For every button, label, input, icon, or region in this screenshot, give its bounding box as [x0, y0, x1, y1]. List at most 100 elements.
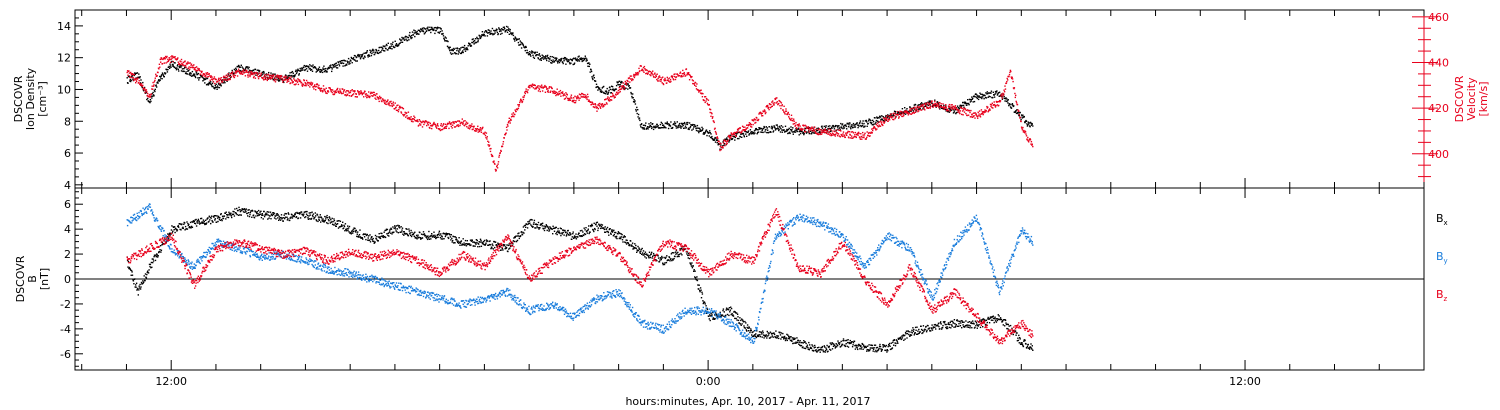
velocity-point	[443, 126, 446, 128]
velocity-point	[623, 88, 625, 91]
density-point	[917, 104, 920, 106]
bx-point	[241, 210, 243, 212]
density-point	[130, 79, 132, 81]
density-point	[579, 57, 581, 60]
velocity-point	[169, 61, 172, 64]
bx-point	[365, 238, 367, 241]
bx-point	[468, 243, 471, 245]
bx-point	[471, 239, 473, 242]
density-point	[774, 127, 776, 129]
density-point	[996, 90, 998, 92]
velocity-point	[573, 99, 575, 102]
density-point	[875, 121, 877, 124]
velocity-point	[902, 115, 904, 118]
velocity-point	[388, 104, 390, 106]
velocity-point	[685, 68, 688, 70]
bx-point	[246, 212, 248, 215]
bx-point	[373, 240, 375, 242]
velocity-point	[959, 112, 961, 115]
velocity-point	[156, 75, 158, 77]
velocity-point	[136, 78, 139, 80]
bx-point	[247, 209, 249, 211]
density-point	[545, 55, 547, 57]
density-point	[354, 59, 356, 61]
density-point	[713, 138, 716, 140]
density-point	[538, 53, 541, 55]
velocity-point	[651, 73, 653, 75]
density-point	[179, 65, 182, 67]
bx-point	[296, 212, 299, 214]
bx-point	[190, 227, 192, 229]
velocity-point	[622, 85, 624, 87]
velocity-point	[205, 74, 207, 76]
density-point	[305, 66, 307, 68]
velocity-point	[834, 135, 836, 137]
velocity-point	[435, 125, 437, 127]
density-point	[459, 49, 461, 51]
velocity-point	[594, 103, 596, 105]
density-point	[289, 72, 291, 74]
bx-point	[323, 221, 326, 223]
bx-point	[130, 269, 133, 272]
density-point	[408, 39, 410, 41]
bx-point	[289, 219, 291, 222]
velocity-point	[532, 84, 534, 86]
density-point	[498, 27, 500, 29]
density-point	[366, 51, 368, 53]
velocity-point	[626, 80, 629, 82]
density-point	[595, 86, 597, 89]
velocity-point	[603, 105, 605, 107]
velocity-point	[625, 82, 627, 84]
velocity-point	[171, 55, 173, 57]
density-point	[576, 58, 578, 60]
velocity-point	[301, 84, 303, 86]
velocity-point	[899, 110, 901, 112]
density-point	[513, 38, 515, 41]
bx-point	[352, 230, 355, 233]
density-point	[858, 125, 860, 127]
velocity-point	[251, 73, 253, 76]
bx-point	[148, 263, 151, 266]
velocity-point	[943, 106, 946, 109]
density-point	[324, 70, 326, 72]
density-point	[582, 59, 585, 62]
density-point	[331, 70, 333, 73]
velocity-point	[805, 125, 807, 127]
velocity-point	[788, 116, 790, 118]
velocity-point	[186, 63, 189, 65]
velocity-point	[179, 60, 181, 62]
velocity-point	[684, 75, 687, 77]
velocity-point	[945, 106, 947, 109]
bx-point	[529, 222, 531, 224]
velocity-point	[160, 58, 163, 60]
velocity-point	[568, 98, 571, 100]
velocity-point	[317, 86, 319, 88]
velocity-point	[824, 131, 826, 133]
bx-point	[319, 216, 321, 218]
velocity-point	[329, 87, 331, 89]
velocity-point	[930, 102, 932, 104]
velocity-point	[821, 130, 823, 132]
velocity-point	[672, 78, 674, 80]
density-point	[953, 110, 956, 112]
velocity-point	[624, 87, 626, 89]
density-point	[992, 96, 994, 99]
velocity-point	[860, 133, 862, 135]
bx-point	[266, 211, 268, 213]
velocity-point	[960, 107, 962, 109]
density-point	[758, 128, 761, 130]
density-point	[218, 86, 221, 89]
velocity-point	[667, 79, 669, 82]
bx-point	[397, 232, 400, 234]
velocity-point	[404, 113, 406, 116]
velocity-point	[583, 96, 586, 98]
density-point	[866, 121, 868, 123]
bx-point	[138, 289, 140, 291]
density-point	[584, 55, 586, 57]
density-axis-title: DSCOVRIon Density[cm⁻³]	[12, 67, 49, 130]
density-point	[403, 37, 405, 39]
velocity-point	[154, 77, 156, 79]
density-point	[676, 125, 678, 127]
bx-point	[156, 254, 158, 256]
density-point	[229, 74, 231, 76]
